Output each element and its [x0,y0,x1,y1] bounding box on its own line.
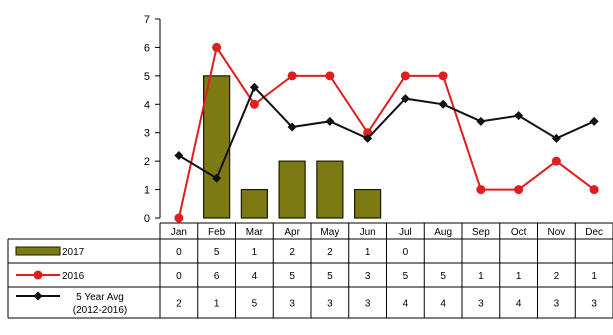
point-2016-sep [476,185,486,195]
bar-2017-feb [203,75,231,219]
point-5yr-avg-jun [363,133,373,143]
line-5yr-avg [178,85,595,180]
table-cell: 5 [289,271,295,282]
legend-label-2016: 2016 [62,271,85,282]
table-cell: 3 [478,299,484,310]
y-tick-label: 0 [144,213,150,225]
y-tick-label: 3 [144,128,150,140]
x-tick-label: Jul [399,227,412,238]
table-cell: 5 [214,247,220,258]
point-2016-oct [514,185,524,195]
table-cell: 1 [365,247,371,258]
table-cell: 5 [403,271,409,282]
table-cell: 2 [554,271,560,282]
point-2016-aug [438,71,448,81]
table-cell: 1 [252,247,258,258]
table-cell: 4 [403,299,409,310]
table-cell: 1 [591,271,597,282]
point-2016-jul [400,71,410,81]
table-cell: 6 [214,271,220,282]
table-cell: 1 [214,299,220,310]
x-tick-label: Sep [472,227,490,238]
x-tick-label: Aug [434,227,452,238]
point-5yr-avg-dec [589,116,599,126]
y-tick-label: 7 [144,14,150,26]
x-tick-label: Feb [208,227,226,238]
point-2016-dec [589,185,599,195]
x-tick-label: Jan [171,227,187,238]
bar-2017-mar [240,188,268,219]
point-5yr-avg-mar [249,82,259,92]
table-cell: 3 [327,299,333,310]
table-cell: 1 [516,271,522,282]
bar-2017-may [316,160,344,219]
y-tick-label: 5 [144,71,150,83]
table-cell: 0 [176,271,182,282]
table-cell: 4 [440,299,446,310]
point-5yr-avg-jul [400,94,410,104]
point-2016-jan [174,213,184,223]
table-cell: 3 [365,299,371,310]
legend-label-5yr-avg: 5 Year Avg [76,292,124,303]
point-5yr-avg-sep [476,116,486,126]
point-2016-may [325,71,335,81]
table-cell: 1 [478,271,484,282]
x-tick-label: Jun [360,227,376,238]
legend-key-2017 [15,246,61,256]
point-5yr-avg-feb [212,173,222,183]
point-2016-mar [249,99,259,109]
y-axis: 0 1 2 3 4 5 6 7 [144,14,161,225]
table-cell: 5 [327,271,333,282]
x-tick-label: Mar [246,227,264,238]
y-tick-label: 1 [144,185,150,197]
table-cell: 2 [176,299,182,310]
x-tick-label: May [320,227,339,238]
table-cell: 3 [289,299,295,310]
data-table: Jan Feb Mar Apr May Jun Jul Aug Sep Oct Nov Dec 2017… [7,222,613,319]
point-5yr-avg-aug [438,99,448,109]
line-2016 [177,44,595,219]
point-5yr-avg-jan [174,150,184,160]
y-tick-label: 4 [144,99,150,111]
point-2016-nov [551,156,561,166]
bar-2017-jun [354,188,382,219]
table-cell: 5 [440,271,446,282]
table-cell: 5 [252,299,258,310]
table-cell: 2 [289,247,295,258]
table-cell: 3 [365,271,371,282]
bar-2017-apr [278,160,306,219]
legend-key-marker-5yr-avg [33,291,43,301]
table-cell: 4 [252,271,258,282]
legend-key-marker-2016 [33,270,43,280]
series-lines [174,42,599,223]
x-tick-label: Dec [585,227,603,238]
table-cell: 2 [327,247,333,258]
table-cell: 4 [516,299,522,310]
table-cell: 3 [591,299,597,310]
legend-label-5yr-avg-range: (2012-2016) [73,305,127,316]
point-5yr-avg-nov [551,133,561,143]
y-tick-label: 2 [144,156,150,168]
point-5yr-avg-oct [514,111,524,121]
x-tick-label: Nov [547,227,565,238]
table-cell: 3 [554,299,560,310]
legend-label-2017: 2017 [62,247,85,258]
point-5yr-avg-apr [287,122,297,132]
x-tick-label: Oct [511,227,527,238]
point-2016-feb [212,42,222,52]
point-5yr-avg-may [325,116,335,126]
point-2016-apr [287,71,297,81]
table-cell: 0 [176,247,182,258]
x-tick-label: Apr [284,227,300,238]
table-cell: 0 [403,247,409,258]
y-tick-label: 6 [144,42,150,54]
